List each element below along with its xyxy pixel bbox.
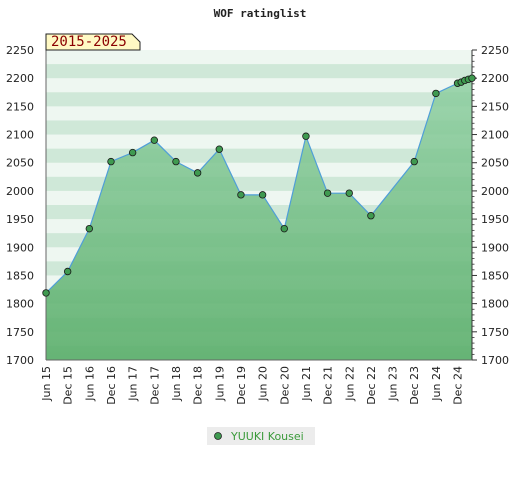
y-tick-label-left: 1700 (6, 354, 34, 367)
x-tick-label: Jun 20 (257, 366, 270, 402)
x-tick-label: Jun 17 (127, 366, 140, 402)
y-tick-label-right: 1750 (481, 326, 509, 339)
data-point (280, 224, 288, 233)
area-fill (46, 78, 472, 360)
band (46, 92, 472, 107)
y-tick-label-left: 1950 (6, 213, 34, 226)
y-tick-label-right: 1800 (481, 298, 509, 311)
y-tick-label-right: 2100 (481, 129, 509, 142)
data-point (172, 157, 180, 166)
series-markers (42, 74, 476, 297)
x-tick-label: Dec 22 (365, 366, 378, 405)
data-point (128, 148, 137, 157)
chart-title: WOF ratinglist (214, 7, 307, 20)
data-point (215, 145, 223, 153)
y-tick-label-left: 2050 (6, 157, 34, 170)
data-point (42, 289, 50, 297)
legend-label: YUUKI Kousei (230, 430, 304, 443)
data-point (193, 169, 202, 177)
data-point (258, 191, 267, 199)
y-tick-label-right: 1850 (481, 269, 509, 282)
x-tick-label: Dec 19 (235, 366, 248, 405)
x-tick-label: Jun 23 (387, 366, 400, 402)
x-tick-label: Dec 15 (62, 366, 75, 405)
legend-marker (214, 432, 222, 440)
x-tick-label: Dec 21 (322, 366, 335, 405)
period-badge: 2015-2025 (45, 33, 141, 51)
y-tick-label-right: 2200 (481, 72, 509, 85)
data-point (468, 74, 476, 82)
y-tick-label-left: 2000 (6, 185, 34, 198)
y-tick-label-left: 1800 (6, 298, 34, 311)
y-tick-label-left: 2200 (6, 72, 34, 85)
y-tick-label-right: 1700 (481, 354, 509, 367)
data-point (237, 191, 245, 199)
x-tick-label: Dec 18 (192, 366, 205, 405)
axes: 1700 1700 1750 1750 1800 1800 1850 1850 1900 1900… (6, 44, 509, 405)
data-point (302, 132, 310, 140)
x-tick-label: Dec 16 (105, 366, 118, 405)
y-tick-label-left: 1750 (6, 326, 34, 339)
data-point (85, 224, 94, 233)
band (46, 120, 472, 135)
data-point (107, 157, 115, 166)
y-tick-label-left: 2250 (6, 44, 34, 57)
y-tick-label-right: 1950 (481, 213, 509, 226)
y-tick-label-left: 2100 (6, 129, 34, 142)
y-tick-label-left: 1850 (6, 269, 34, 282)
x-tick-label: Dec 24 (452, 366, 465, 405)
period-badge-label: 2015-2025 (51, 34, 127, 50)
y-tick-label-right: 2050 (481, 157, 509, 170)
data-point (345, 189, 353, 197)
x-tick-label: Jun 24 (430, 366, 443, 402)
data-point (63, 267, 72, 276)
y-tick-label-right: 2000 (481, 185, 509, 198)
x-tick-label: Jun 18 (170, 366, 183, 402)
x-tick-label: Jun 16 (83, 366, 96, 402)
x-tick-label: Jun 21 (300, 366, 313, 402)
x-tick-label: Jun 15 (40, 366, 53, 402)
data-point (367, 212, 375, 220)
y-tick-label-right: 2150 (481, 100, 509, 113)
x-tick-label: Dec 23 (408, 366, 421, 405)
data-point (410, 157, 418, 166)
x-tick-label: Jun 19 (213, 366, 226, 402)
y-tick-label-left: 1900 (6, 241, 34, 254)
legend: YUUKI Kousei (207, 427, 315, 445)
data-point (323, 189, 332, 197)
y-tick-label-left: 2150 (6, 100, 34, 113)
band (46, 64, 472, 79)
x-tick-label: Jun 22 (343, 366, 356, 402)
x-tick-label: Dec 20 (278, 366, 291, 405)
data-point (150, 136, 159, 144)
y-tick-label-right: 2250 (481, 44, 509, 57)
x-tick-label: Dec 17 (148, 366, 161, 405)
y-tick-label-right: 1900 (481, 241, 509, 254)
data-point (432, 89, 440, 98)
